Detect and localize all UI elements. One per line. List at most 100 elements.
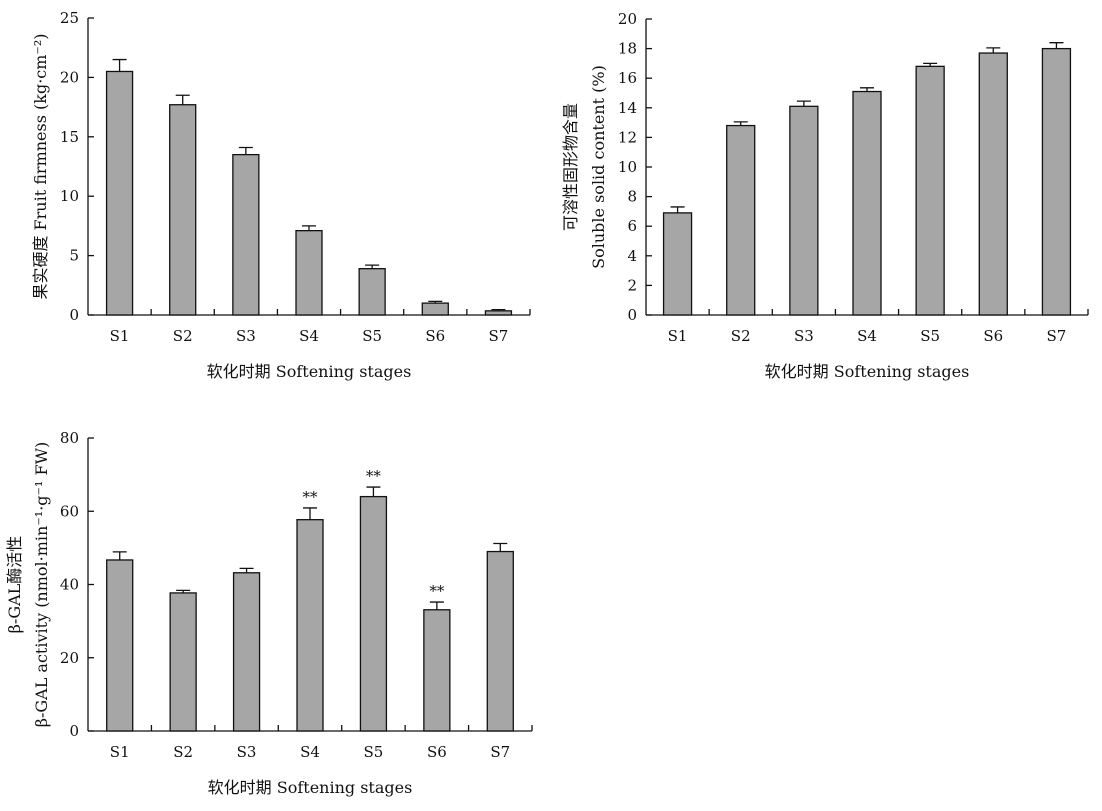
bar-s5 [358,268,386,316]
y-tick-label: 4 [627,247,637,265]
bar-s1 [106,559,134,732]
error-bar [112,58,127,72]
x-category-label: S5 [364,743,384,761]
x-category-label: S1 [110,743,130,761]
chart-firmness: 0 5 10 15 20 25 S1 S2 S3 S4 S5 S6 S7 软化时期 Softening s… [31,9,531,381]
error-bar [1049,42,1064,49]
x-category-label: S4 [857,327,877,345]
bar-s7 [484,310,513,316]
x-category-label: S1 [668,327,688,345]
y-tick-label: 15 [60,128,79,146]
bar-s2 [726,124,756,316]
bar-s3 [232,153,260,316]
y-tick-label: 8 [627,188,637,206]
x-category-label: S2 [731,327,751,345]
error-bar [303,507,317,520]
bar-s6 [978,52,1008,316]
bar-s7 [1041,47,1072,316]
y-tick-label: 10 [60,187,79,205]
x-category-label: S6 [983,327,1003,345]
bar-s3 [232,572,261,732]
x-axis-title: 软化时期 Softening stages [765,362,970,381]
y-tick-label: 0 [69,306,79,324]
bar-s2 [169,592,197,732]
y-tick-label: 80 [60,429,79,447]
bar-s6 [423,609,451,732]
x-category-label: S3 [237,743,257,761]
error-bar [986,47,1001,54]
x-category-label: S6 [427,743,447,761]
y-tick-label: 14 [618,99,637,117]
error-bar [733,121,748,126]
bar-s4 [296,519,324,732]
significance-mark: ** [366,467,382,485]
x-category-label: S5 [362,327,382,345]
y-tick-label: 0 [69,722,79,740]
y-axis-title: 可溶性固形物含量 [561,103,580,231]
y-tick-label: 18 [618,40,637,58]
error-bar [238,146,253,155]
error-bar [860,87,874,92]
x-category-label: S2 [173,743,193,761]
y-tick-label: 2 [627,276,637,294]
y-tick-label: 12 [618,128,637,146]
y-tick-label: 25 [60,9,79,27]
y-axis-title: β-GAL activity (nmol·min⁻¹·g⁻¹ FW) [32,442,51,728]
x-axis-title: 软化时期 Softening stages [208,778,413,797]
x-category-label: S3 [236,327,256,345]
error-bar [428,300,443,304]
bar-s4 [852,90,882,316]
y-tick-label: 20 [618,10,637,28]
error-bar [365,264,380,269]
error-bar [493,542,508,552]
significance-mark: ** [303,488,319,506]
bar-s2 [169,104,197,316]
y-tick-label: 60 [60,502,79,520]
bar-s5 [359,495,388,732]
x-category-label: S1 [110,327,130,345]
y-tick-label: 5 [69,247,79,265]
x-category-label: S7 [489,327,509,345]
x-category-label: S7 [1047,327,1067,345]
x-category-label: S6 [425,327,445,345]
y-tick-label: 20 [60,649,79,667]
bar-s6 [421,302,449,316]
x-category-label: S4 [300,743,320,761]
error-bar [112,551,127,560]
x-category-label: S7 [490,743,510,761]
y-axis-title: β-GAL酶活性 [5,536,24,634]
error-bar [670,206,685,213]
significance-mark: ** [429,582,445,600]
bar-s1 [105,70,134,316]
x-category-label: S3 [794,327,814,345]
error-bar [923,62,938,67]
bar-s3 [789,105,819,316]
y-tick-label: 20 [60,68,79,86]
x-category-label: S4 [299,327,319,345]
error-bar [176,589,191,593]
x-category-label: S5 [920,327,940,345]
error-bar [239,567,254,573]
error-bar [796,100,811,107]
error-bar [175,94,190,105]
y-axis-title: 果实硬度 Fruit firmness (kg·cm⁻²) [31,33,50,299]
bar-s5 [915,65,945,316]
error-bar [429,601,444,610]
y-axis-title: Soluble solid content (%) [589,65,608,269]
bar-s4 [295,230,323,316]
y-tick-label: 40 [60,576,79,594]
bar-s1 [662,212,693,316]
y-tick-label: 10 [618,158,637,176]
y-tick-label: 16 [618,69,637,87]
error-bar [491,309,506,311]
bar-s7 [486,550,514,732]
chart-soluble_solids: 0 2 4 6 8 10 12 14 16 18 20 S1 S2 S3 S4 S5 S6 S7 软化时期 Soft… [561,10,1089,381]
chart-beta_gal: 0 20 40 60 80 S1 S2 S3 S4 ** S5 ** S6 ** S7 软化时期 Soften… [5,429,533,797]
y-tick-label: 0 [627,306,637,324]
error-bar [366,486,381,497]
y-tick-label: 6 [627,217,637,235]
x-axis-title: 软化时期 Softening stages [207,362,412,381]
x-category-label: S2 [173,327,193,345]
error-bar [302,225,316,231]
